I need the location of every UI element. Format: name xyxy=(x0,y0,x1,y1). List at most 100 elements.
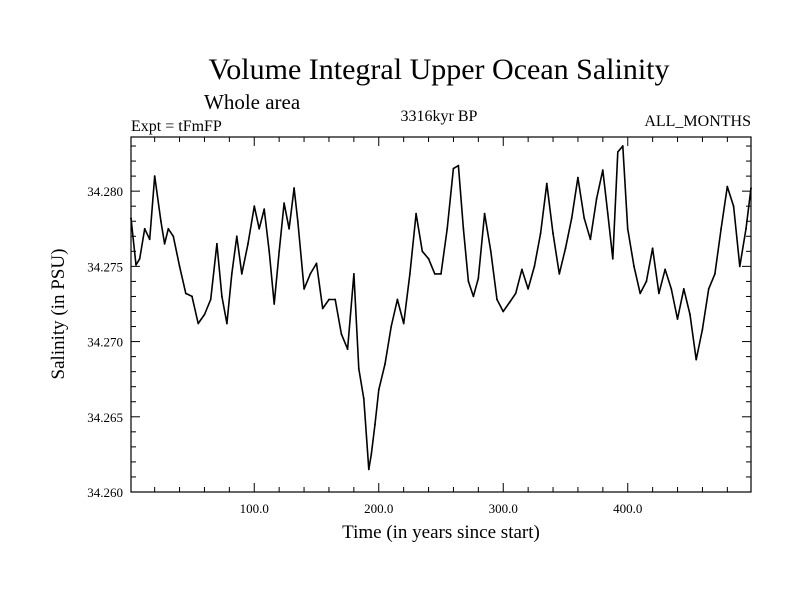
data-point xyxy=(268,250,271,253)
data-point xyxy=(446,227,449,230)
data-point xyxy=(321,307,324,310)
data-point xyxy=(328,298,330,301)
data-point xyxy=(191,295,193,298)
data-point xyxy=(440,273,442,275)
data-point xyxy=(508,301,511,304)
data-point xyxy=(496,298,498,301)
data-point xyxy=(138,257,141,260)
data-point xyxy=(247,242,249,245)
data-point xyxy=(283,202,285,205)
data-point xyxy=(377,388,380,391)
x-tick-label: 300.0 xyxy=(489,501,518,516)
data-point xyxy=(545,182,548,185)
data-point xyxy=(689,313,691,316)
data-point xyxy=(178,265,181,268)
x-axis-ticks: 100.0 200.0 300.0 400.0 xyxy=(154,137,728,516)
data-point xyxy=(402,322,405,325)
data-point xyxy=(664,268,666,271)
data-point xyxy=(745,227,747,230)
plot-frame xyxy=(130,136,752,493)
data-point xyxy=(595,197,598,200)
data-point xyxy=(226,322,228,325)
data-point xyxy=(564,247,567,250)
data-point xyxy=(253,205,256,208)
data-point xyxy=(235,235,238,238)
data-point xyxy=(601,169,604,172)
x-tick-label: 100.0 xyxy=(240,501,269,516)
data-point xyxy=(197,322,200,325)
y-tick-label: 34.270 xyxy=(87,335,123,350)
data-point xyxy=(390,325,393,328)
data-point xyxy=(135,264,137,266)
data-point xyxy=(452,167,455,170)
y-tick-label: 34.265 xyxy=(87,410,123,425)
data-point xyxy=(148,238,151,241)
data-point xyxy=(160,220,162,223)
data-point xyxy=(172,235,175,238)
data-point xyxy=(409,273,411,275)
data-point xyxy=(472,295,475,298)
data-point xyxy=(309,273,312,275)
data-point xyxy=(626,227,629,230)
y-axis-ticks: 34.260 34.265 34.270 34.275 34.280 xyxy=(87,145,751,500)
data-point xyxy=(167,227,170,230)
data-point xyxy=(427,257,430,260)
data-point xyxy=(374,423,376,426)
data-point xyxy=(370,453,373,456)
data-point xyxy=(676,318,679,320)
series-line-salinity xyxy=(130,145,752,471)
data-point xyxy=(521,268,523,271)
data-point xyxy=(421,250,424,253)
data-point xyxy=(695,358,698,361)
data-point xyxy=(263,208,266,211)
data-point xyxy=(163,242,166,245)
data-point xyxy=(514,292,517,295)
data-point xyxy=(296,220,299,223)
data-point xyxy=(633,265,635,268)
data-point xyxy=(288,227,290,230)
data-point xyxy=(682,288,685,290)
data-point xyxy=(367,468,370,471)
data-point xyxy=(230,273,233,275)
data-point xyxy=(477,277,480,280)
data-point xyxy=(346,348,349,350)
data-point xyxy=(457,164,460,167)
data-point xyxy=(726,185,729,188)
y-axis-label: Salinity (in PSU) xyxy=(48,249,69,380)
data-point xyxy=(589,238,592,241)
data-point xyxy=(278,250,281,253)
data-point xyxy=(489,250,492,253)
data-point xyxy=(658,292,660,295)
data-point xyxy=(396,298,399,301)
y-tick-label: 34.280 xyxy=(87,184,123,199)
y-tick-label: 34.275 xyxy=(87,259,123,274)
data-point xyxy=(433,273,436,275)
data-point xyxy=(533,265,536,268)
data-point xyxy=(714,273,716,275)
data-point xyxy=(293,187,295,190)
data-point xyxy=(209,298,212,301)
data-point xyxy=(539,232,542,235)
x-axis-label: Time (in years since start) xyxy=(342,522,540,543)
data-point xyxy=(558,273,561,275)
data-point xyxy=(645,280,648,283)
series-layer xyxy=(130,145,752,471)
data-point xyxy=(357,367,360,370)
data-point xyxy=(611,257,614,260)
data-point xyxy=(384,363,386,365)
data-point xyxy=(273,303,276,305)
period-label: 3316kyr BP xyxy=(401,108,478,125)
data-point xyxy=(203,313,206,316)
data-point xyxy=(143,227,146,230)
months-label: ALL_MONTHS xyxy=(644,113,751,130)
data-point xyxy=(184,292,187,295)
data-point xyxy=(720,227,722,230)
data-point xyxy=(467,280,470,283)
data-point xyxy=(738,265,741,268)
data-point xyxy=(502,310,505,313)
data-point xyxy=(303,288,305,290)
data-point xyxy=(340,333,343,335)
data-point xyxy=(570,217,573,220)
data-point xyxy=(258,227,261,230)
